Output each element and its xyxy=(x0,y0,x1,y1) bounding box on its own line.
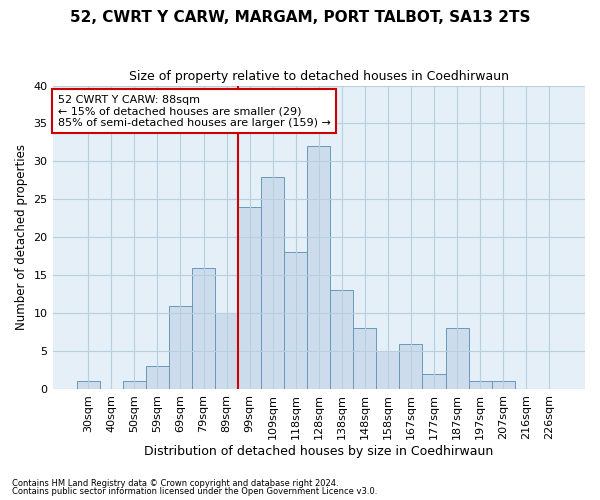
Bar xyxy=(400,344,422,389)
Y-axis label: Number of detached properties: Number of detached properties xyxy=(15,144,28,330)
Bar xyxy=(330,290,353,389)
Bar xyxy=(215,313,238,389)
Bar xyxy=(353,328,376,389)
Bar xyxy=(238,207,261,389)
Bar xyxy=(77,382,100,389)
Bar xyxy=(284,252,307,389)
Bar xyxy=(422,374,446,389)
Text: 52 CWRT Y CARW: 88sqm
← 15% of detached houses are smaller (29)
85% of semi-deta: 52 CWRT Y CARW: 88sqm ← 15% of detached … xyxy=(58,94,331,128)
Bar xyxy=(307,146,330,389)
Bar xyxy=(261,176,284,389)
Title: Size of property relative to detached houses in Coedhirwaun: Size of property relative to detached ho… xyxy=(129,70,509,83)
Text: Contains HM Land Registry data © Crown copyright and database right 2024.: Contains HM Land Registry data © Crown c… xyxy=(12,478,338,488)
Bar xyxy=(491,382,515,389)
Bar xyxy=(123,382,146,389)
X-axis label: Distribution of detached houses by size in Coedhirwaun: Distribution of detached houses by size … xyxy=(144,444,493,458)
Text: 52, CWRT Y CARW, MARGAM, PORT TALBOT, SA13 2TS: 52, CWRT Y CARW, MARGAM, PORT TALBOT, SA… xyxy=(70,10,530,25)
Bar xyxy=(146,366,169,389)
Bar xyxy=(469,382,491,389)
Bar xyxy=(169,306,192,389)
Text: Contains public sector information licensed under the Open Government Licence v3: Contains public sector information licen… xyxy=(12,487,377,496)
Bar xyxy=(192,268,215,389)
Bar xyxy=(376,351,400,389)
Bar xyxy=(446,328,469,389)
